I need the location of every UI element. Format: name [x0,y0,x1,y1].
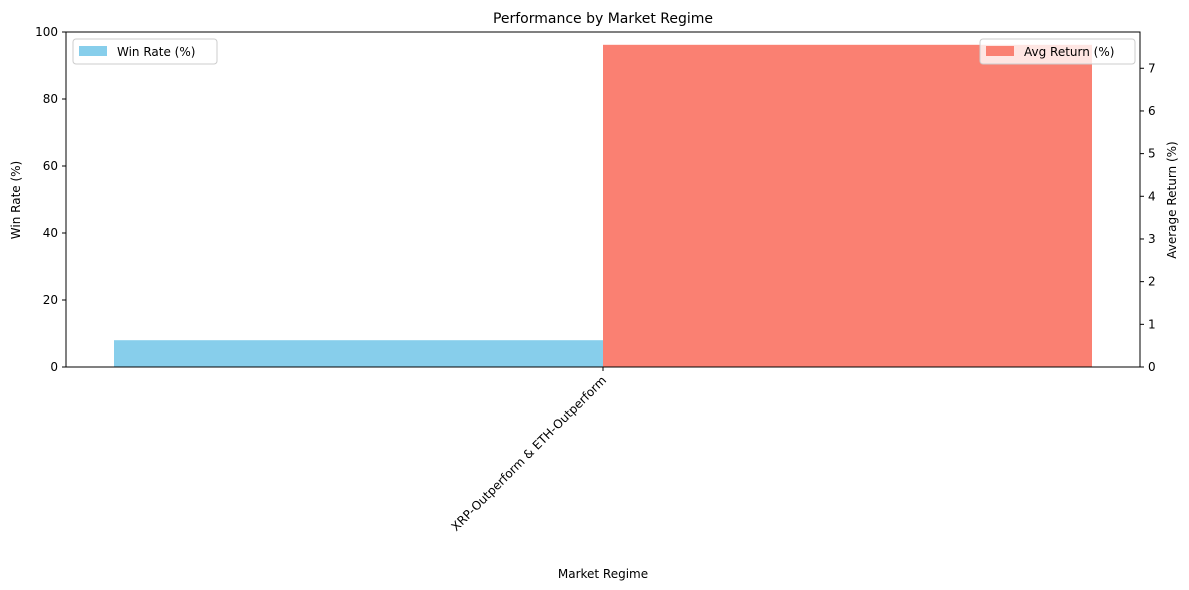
legend-swatch [79,46,107,56]
left-tick-label: 100 [35,25,58,39]
left-axis: 0 20 40 60 80 100 [35,25,66,374]
x-axis: XRP-Outperform & ETH-Outperform [449,367,610,534]
right-tick-label: 3 [1148,232,1156,246]
legend-label: Avg Return (%) [1024,45,1114,59]
left-axis-label: Win Rate (%) [9,161,23,239]
legend-swatch [986,46,1014,56]
right-tick-label: 1 [1148,317,1156,331]
left-tick-label: 40 [43,226,58,240]
left-tick-label: 80 [43,92,58,106]
right-axis: 0 1 2 3 4 5 6 7 [1140,61,1156,374]
right-tick-label: 5 [1148,147,1156,161]
legend-right: Avg Return (%) [979,38,1136,65]
x-axis-label: Market Regime [558,567,648,581]
legend-frame [979,38,1136,65]
bar-avg-return [603,44,1092,367]
legend-label: Win Rate (%) [117,45,195,59]
right-tick-label: 7 [1148,61,1156,75]
right-tick-label: 0 [1148,360,1156,374]
left-tick-label: 0 [50,360,58,374]
left-tick-label: 60 [43,159,58,173]
right-tick-label: 4 [1148,189,1156,203]
legend-left: Win Rate (%) [72,38,218,65]
bar-win-rate [114,340,603,367]
bars-layer [114,44,1092,367]
left-tick-label: 20 [43,293,58,307]
x-tick-label: XRP-Outperform & ETH-Outperform [449,373,610,534]
chart-title: Performance by Market Regime [493,11,713,27]
right-axis-label: Average Return (%) [1165,141,1179,259]
right-tick-label: 6 [1148,104,1156,118]
legend-frame [72,38,218,65]
right-tick-label: 2 [1148,275,1156,289]
